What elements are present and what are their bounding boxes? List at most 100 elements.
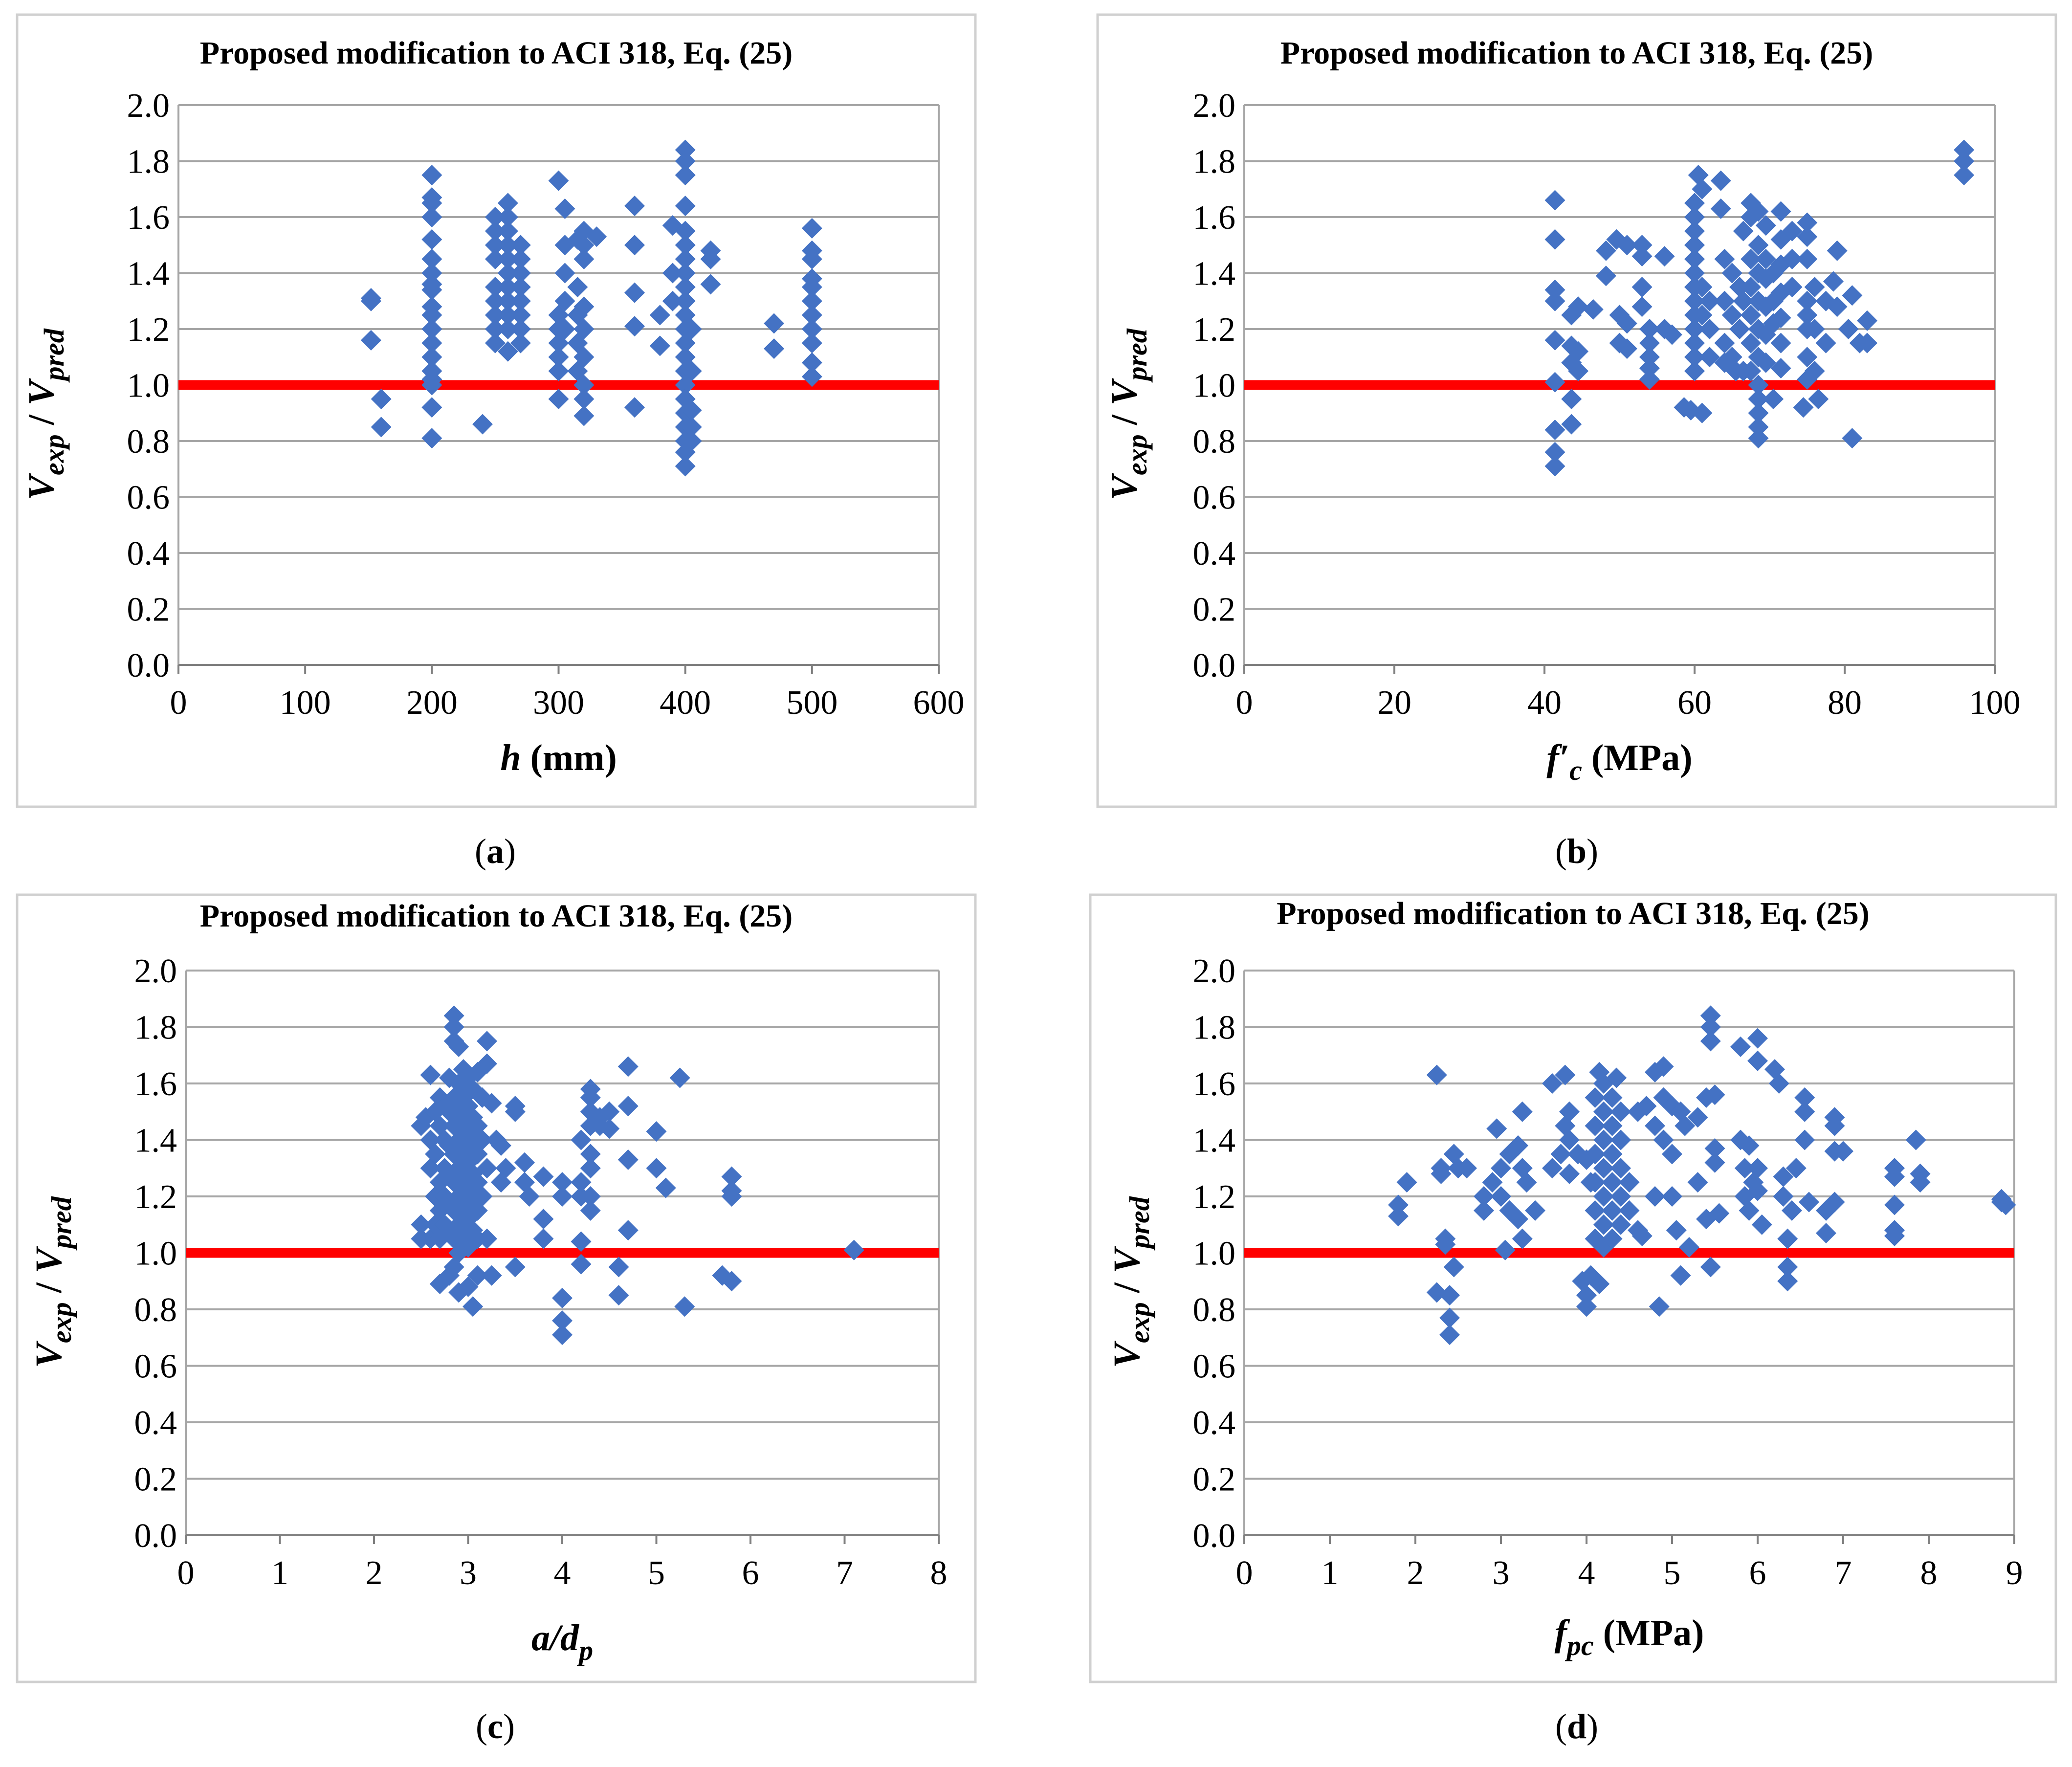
data-point [580,1200,601,1221]
data-point [1495,1239,1516,1260]
x-axis-label: fpc (MPa) [1555,1612,1704,1661]
data-point [1741,277,1762,298]
data-point [1559,1163,1580,1184]
data-point [548,389,569,410]
data-point [1804,319,1825,339]
chart-frame [16,13,977,808]
data-point [1770,332,1791,353]
data-point [477,1158,497,1179]
y-tick-label: 2.0 [134,952,177,990]
data-point [495,1158,516,1179]
data-point [1512,1101,1533,1122]
y-tick-label: 1.6 [127,199,170,237]
y-tick-label: 1.8 [1193,1009,1236,1047]
data-point [1654,246,1675,267]
x-tick-label: 5 [1664,1554,1681,1592]
y-tick-label: 1.0 [1193,1235,1236,1273]
data-point [1763,389,1784,410]
data-point [1827,240,1848,261]
data-point [1684,360,1705,381]
data-point [681,400,702,421]
x-axis-label: a/dp [531,1617,593,1666]
data-point [681,319,702,339]
data-point [675,151,696,172]
data-point [1797,305,1818,326]
data-point [1602,1144,1623,1165]
data-point [675,456,696,477]
data-point [608,1285,629,1306]
data-point [1777,1228,1798,1249]
data-point [1616,235,1637,256]
data-point [554,263,575,284]
data-point [510,305,531,326]
data-point [1782,221,1803,242]
data-point [554,290,575,311]
data-point [1576,1296,1597,1317]
data-point [1747,1050,1768,1071]
data-point [1602,1115,1623,1136]
data-point [675,263,696,284]
data-point [1431,1163,1452,1184]
data-point [571,1231,592,1252]
data-point [649,335,670,356]
data-point [371,417,392,438]
data-point [421,193,442,214]
y-tick-label: 1.4 [1193,255,1236,293]
data-point [675,165,696,186]
data-point [548,347,569,368]
data-point [1631,246,1653,267]
data-point [1700,1257,1721,1278]
data-point [1684,207,1705,227]
data-point [1884,1166,1905,1187]
data-point [1589,1274,1610,1295]
data-point [1684,347,1705,368]
data-point [448,1036,469,1057]
data-point [801,248,822,269]
data-point [1639,347,1660,368]
data-point [1995,1194,2016,1215]
data-point [669,1067,690,1088]
data-point [1704,1152,1725,1173]
data-point [1559,1101,1580,1122]
data-point [1602,1228,1623,1249]
data-point [1748,389,1769,410]
data-point [1747,1180,1768,1201]
y-tick-label: 0.4 [127,535,170,573]
data-point [360,330,381,351]
data-point [1593,1186,1614,1207]
data-point [1636,1096,1657,1117]
x-tick-label: 600 [913,684,965,722]
data-point [1808,389,1829,410]
data-point [485,235,506,256]
data-point [1675,1115,1696,1136]
data-point [801,366,822,387]
data-point [1700,1005,1721,1026]
data-point [421,207,442,227]
x-tick-label: 60 [1677,684,1712,722]
y-tick-label: 0.6 [1193,479,1236,517]
x-tick-label: 200 [406,684,458,722]
y-tick-label: 0.8 [1193,423,1236,461]
y-tick-label: 0.0 [134,1517,177,1555]
data-point [510,277,531,298]
data-point [1684,235,1705,256]
data-point [1666,1220,1687,1241]
panel-label: (c) [476,1707,515,1746]
y-tick-label: 1.0 [127,367,170,405]
data-point [1730,1036,1751,1057]
data-point [580,1144,601,1165]
data-point [1797,212,1818,233]
data-point [1857,310,1878,331]
data-point [624,196,645,217]
data-point [801,305,822,326]
data-point [1739,1200,1760,1221]
data-point [1804,277,1825,298]
data-point [360,288,381,309]
data-point [497,235,518,256]
data-point [1905,1129,1926,1150]
data-point [1692,178,1713,199]
data-point [1768,1073,1789,1094]
y-tick-label: 0.6 [134,1348,177,1386]
data-point [1616,338,1637,359]
data-point [801,332,822,353]
